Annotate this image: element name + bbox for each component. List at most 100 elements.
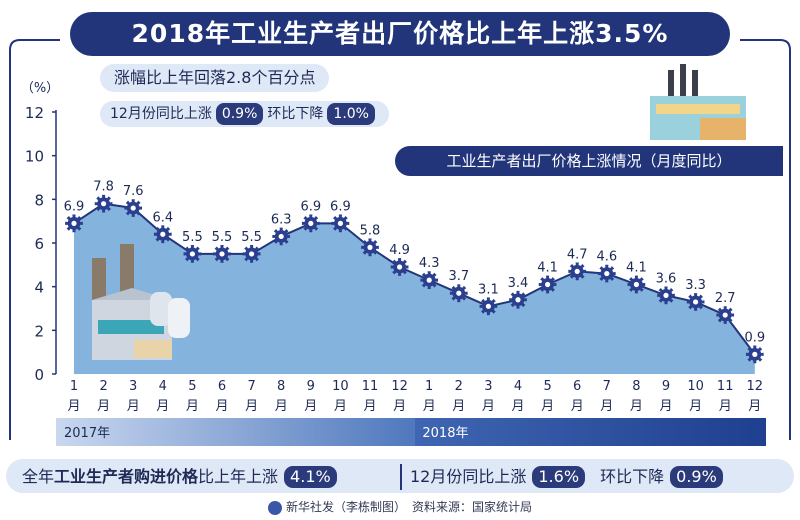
footer-credit: 新华社发（李栋制图） [285, 500, 400, 514]
data-label: 7.8 [93, 180, 114, 195]
data-label: 5.8 [360, 223, 381, 238]
data-label: 2.7 [715, 291, 736, 306]
data-label: 6.4 [152, 210, 173, 225]
x-tick-suffix: 月 [363, 399, 376, 414]
x-tick-label: 3 [484, 379, 492, 394]
x-tick-suffix: 月 [423, 399, 436, 414]
data-label: 3.1 [478, 282, 499, 297]
data-label: 4.3 [419, 256, 440, 271]
gear-marker-icon [213, 245, 231, 263]
x-tick-label: 2 [99, 379, 107, 394]
x-tick-label: 8 [632, 379, 640, 394]
gear-marker-icon [361, 238, 379, 257]
x-tick-label: 7 [603, 379, 611, 394]
gear-marker-icon [124, 199, 143, 217]
gear-marker-icon [153, 225, 172, 244]
x-tick-suffix: 月 [127, 399, 140, 414]
year-label-2018: 2018年 [422, 426, 468, 441]
data-label: 4.1 [537, 260, 558, 275]
december-stats: 12月份同比上涨 0.9% 环比下降 1.0% [100, 101, 389, 127]
data-label: 4.9 [389, 243, 410, 258]
x-tick-suffix: 月 [689, 399, 702, 414]
x-tick-suffix: 月 [511, 399, 524, 414]
data-label: 5.5 [241, 230, 262, 245]
data-label: 4.7 [567, 247, 588, 262]
page-title: 2018年工业生产者出厂价格比上年上涨3.5% [131, 19, 669, 48]
gear-marker-icon [272, 227, 291, 246]
x-tick-suffix: 月 [719, 399, 732, 414]
left-suffix: 比上年上涨 [198, 467, 279, 486]
y-tick-label: 12 [25, 104, 44, 122]
data-label: 3.3 [685, 278, 706, 293]
annual-purchase-price-summary: 全年工业生产者购进价格比上年上涨 4.1% [22, 465, 337, 489]
gear-marker-icon [183, 245, 202, 263]
chart-caption: 工业生产者出厂价格上涨情况（月度同比） [395, 146, 783, 176]
mom-value: 1.0% [327, 103, 375, 125]
gear-marker-icon [420, 271, 439, 289]
factory-door [134, 340, 172, 358]
december-purchase-price-summary: 12月份同比上涨 1.6% 环比下降 0.9% [410, 465, 723, 489]
x-tick-label: 6 [573, 379, 581, 394]
x-tick-label: 4 [159, 379, 167, 394]
gear-marker-icon [390, 258, 409, 276]
x-tick-suffix: 月 [97, 399, 110, 414]
data-label: 6.9 [300, 199, 321, 214]
x-tick-suffix: 月 [600, 399, 613, 414]
gear-marker-icon [568, 262, 587, 281]
x-tick-label: 2 [455, 379, 463, 394]
factory-chimney [692, 70, 698, 96]
x-tick-label: 11 [362, 379, 379, 394]
factory-windows [98, 320, 164, 334]
factory-annex [700, 118, 746, 140]
gear-marker-icon [242, 245, 261, 263]
data-label: 0.9 [744, 330, 765, 345]
data-label: 6.9 [64, 199, 85, 214]
x-tick-suffix: 月 [571, 399, 584, 414]
right-label2: 环比下降 [600, 467, 665, 486]
data-label: 3.4 [508, 276, 529, 291]
y-tick-label: 6 [34, 235, 44, 253]
x-tick-suffix: 月 [156, 399, 169, 414]
x-tick-label: 7 [247, 379, 255, 394]
y-tick-label: 4 [34, 279, 44, 297]
footer: 新华社发（李栋制图） 资料来源：国家统计局 [0, 496, 800, 518]
x-tick-suffix: 月 [245, 399, 258, 414]
gear-marker-icon [65, 214, 83, 233]
x-tick-label: 8 [277, 379, 285, 394]
gear-marker-icon [686, 293, 705, 311]
gear-marker-icon [94, 194, 113, 213]
x-tick-label: 6 [218, 379, 226, 394]
gear-marker-icon [597, 264, 616, 283]
x-tick-label: 9 [662, 379, 670, 394]
left-value: 4.1% [284, 466, 337, 488]
data-label: 4.6 [596, 250, 617, 265]
dec-yoy-value: 0.9% [215, 103, 264, 125]
x-tick-label: 11 [717, 379, 734, 394]
data-label: 3.7 [448, 269, 469, 284]
x-tick-label: 12 [391, 379, 408, 394]
x-tick-label: 10 [332, 379, 349, 394]
x-tick-suffix: 月 [452, 399, 465, 414]
y-axis-label: （%） [21, 81, 59, 96]
footer-source: 资料来源：国家统计局 [412, 500, 533, 514]
x-tick-suffix: 月 [748, 399, 761, 414]
x-tick-suffix: 月 [541, 399, 554, 414]
frame-right [740, 39, 791, 440]
right-value: 1.6% [532, 466, 586, 488]
series-area [74, 203, 755, 374]
data-label: 6.3 [271, 212, 292, 227]
x-tick-label: 4 [514, 379, 522, 394]
factory-chimney [668, 70, 674, 96]
dec-yoy-label: 12月份同比上涨 [110, 106, 212, 122]
gear-marker-icon [538, 275, 557, 294]
x-tick-suffix: 月 [334, 399, 347, 414]
data-label: 6.9 [330, 199, 351, 214]
y-tick-label: 0 [34, 366, 44, 384]
mom-label: 环比下降 [267, 106, 324, 122]
year-band-2018 [414, 418, 766, 446]
gear-marker-icon [301, 214, 320, 233]
x-tick-suffix: 月 [215, 399, 228, 414]
gear-marker-icon [509, 290, 527, 309]
x-tick-label: 5 [188, 379, 196, 394]
